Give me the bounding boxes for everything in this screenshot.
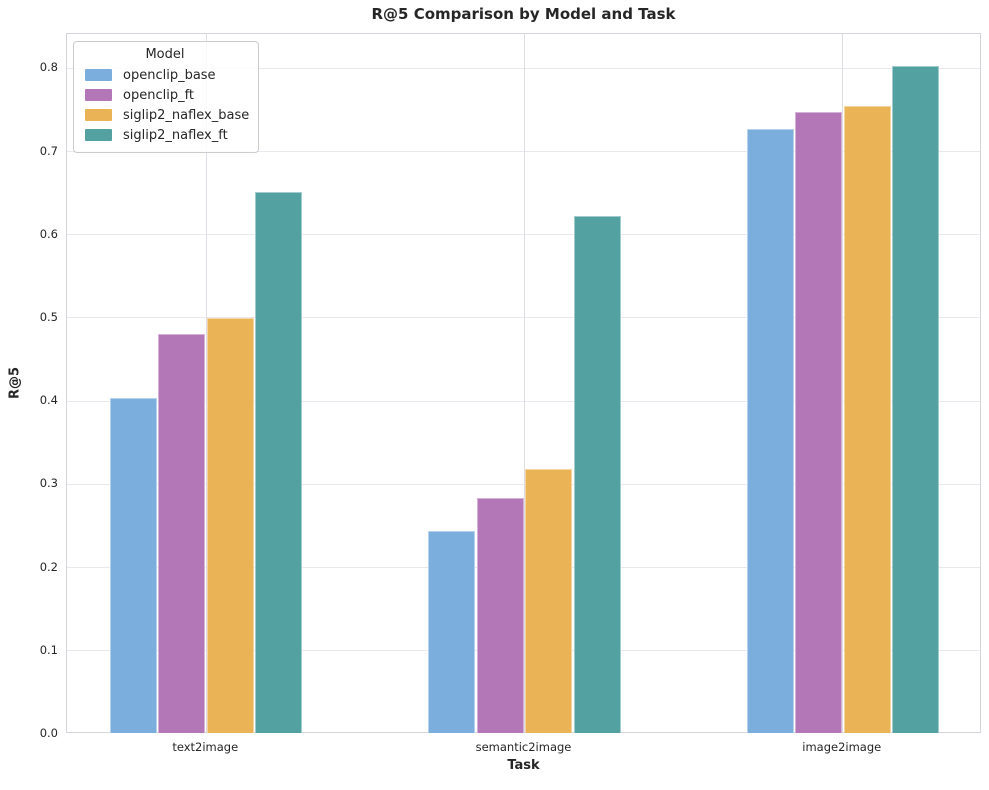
legend-swatch-siglip2_naflex_ft	[85, 129, 112, 141]
gridline-horizontal	[67, 234, 980, 236]
bar-siglip2_naflex_base-image2image	[843, 105, 891, 733]
chart-title: R@5 Comparison by Model and Task	[371, 5, 676, 23]
plot-area	[66, 33, 981, 733]
gridline-horizontal	[67, 151, 980, 153]
legend-item: openclip_ft	[80, 85, 250, 105]
bar-siglip2_naflex_ft-text2image	[255, 192, 303, 733]
bar-openclip_ft-semantic2image	[476, 497, 524, 733]
bar-siglip2_naflex_ft-semantic2image	[573, 215, 621, 733]
y-tick-label: 0.4	[39, 393, 58, 408]
gridline-horizontal	[67, 67, 980, 69]
y-tick-label: 0.8	[39, 60, 58, 75]
gridline-horizontal	[67, 317, 980, 319]
bar-siglip2_naflex_ft-image2image	[892, 65, 939, 733]
y-tick-label: 0.1	[39, 642, 58, 657]
bar-openclip_base-image2image	[746, 129, 794, 733]
bar-openclip_base-semantic2image	[428, 530, 476, 733]
legend-item: openclip_base	[80, 65, 250, 85]
bar-siglip2_naflex_base-semantic2image	[525, 468, 573, 733]
legend-items: openclip_base openclip_ft siglip2_naflex_b…	[80, 65, 250, 145]
gridline-horizontal	[67, 483, 980, 485]
legend: Model openclip_base openclip_ft siglip2_na…	[73, 41, 259, 153]
bar-siglip2_naflex_base-text2image	[206, 317, 254, 733]
legend-swatch-siglip2_naflex_base	[85, 109, 112, 121]
gridline-vertical	[524, 34, 525, 732]
gridline-vertical	[205, 34, 207, 732]
x-axis-label: Task	[507, 758, 540, 773]
x-tick-label: semantic2image	[475, 740, 572, 754]
legend-label: openclip_base	[123, 67, 216, 83]
y-axis-label: R@5	[7, 366, 23, 400]
bar-openclip_ft-text2image	[158, 333, 206, 733]
y-tick-label: 0.5	[39, 309, 58, 324]
legend-item: siglip2_naflex_ft	[80, 125, 250, 145]
legend-label: openclip_ft	[123, 87, 195, 103]
x-tick-label: image2image	[802, 740, 882, 754]
legend-swatch-openclip_base	[85, 69, 112, 81]
legend-title: Model	[145, 47, 185, 62]
legend-item: siglip2_naflex_base	[80, 105, 250, 125]
legend-label: siglip2_naflex_ft	[123, 127, 228, 143]
y-tick-label: 0.0	[39, 726, 58, 740]
y-tick-label: 0.7	[39, 143, 58, 158]
x-tick-label: text2image	[172, 740, 239, 754]
bar-openclip_base-text2image	[109, 397, 157, 733]
y-tick-label: 0.3	[39, 476, 58, 491]
y-tick-label: 0.6	[39, 226, 58, 241]
legend-swatch-openclip_ft	[85, 89, 112, 101]
legend-label: siglip2_naflex_base	[123, 107, 250, 123]
y-tick-label: 0.2	[39, 559, 58, 574]
gridline-vertical	[842, 34, 844, 732]
gridline-horizontal	[67, 400, 980, 402]
bar-openclip_ft-image2image	[795, 112, 842, 733]
